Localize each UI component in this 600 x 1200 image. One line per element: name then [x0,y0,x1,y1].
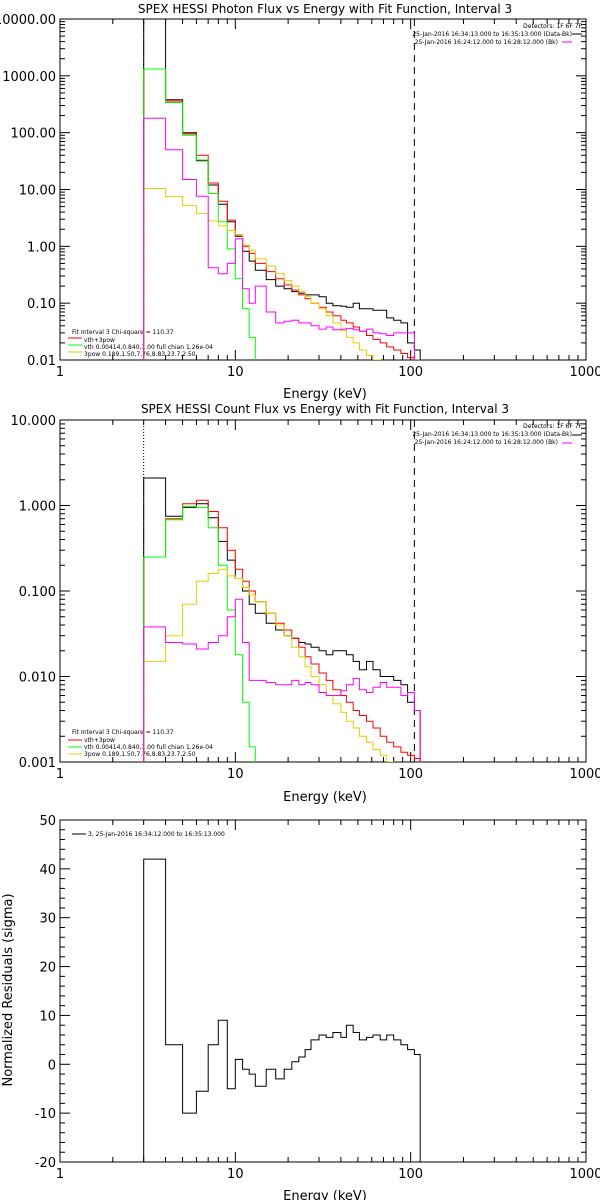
x-tick-label: 100 [398,1167,423,1182]
count-detectors-label: Detectors: 1F 6F 7F [523,423,582,430]
residuals-legend: 3, 25-Jan-2016 16:34:12.000 to 16:35:13.… [88,831,225,838]
count-flux-xlabel: Energy (keV) [283,790,367,805]
x-tick-label: 10 [227,365,244,380]
y-tick-label: 30 [39,912,56,927]
photon-legend-vth: vth 0.00414,0.840,1.00 full chian 1.26e-… [84,344,213,351]
y-tick-label: -20 [35,1156,56,1171]
y-tick-label: 0.100 [19,585,56,600]
count-legend-vth: vth 0.00414,0.840,1.00 full chian 1.26e-… [84,744,213,751]
y-tick-label: 1.00 [27,240,56,255]
series-3pow [143,568,421,762]
x-tick-label: 1 [56,767,64,782]
y-tick-label: 10.00 [19,184,56,199]
count-legend-vth3pow: vth+3pow [84,737,115,744]
count-flux-title: SPEX HESSI Count Flux vs Energy with Fit… [141,402,509,416]
photon-flux-xlabel: Energy (keV) [283,387,367,402]
x-tick-label: 1000 [569,1167,600,1182]
y-tick-label: 1.000 [19,500,56,515]
plot-frame [59,819,587,1163]
y-tick-label: 0.10 [27,297,56,312]
x-tick-label: 1 [56,1167,64,1182]
photon-flux-panel: SPEX HESSI Photon Flux vs Energy with Fi… [0,2,600,402]
series-3pow [143,188,421,360]
y-tick-label: 20 [39,961,56,976]
series-bk [143,598,421,762]
count-flux-panel: SPEX HESSI Count Flux vs Energy with Fit… [11,402,600,805]
photon-fit-chisq: Fit Interval 3 Chi-square = 110.37 [72,329,174,336]
series-data-bk [143,477,421,762]
photon-legend-bk: 25-Jan-2016 16:24:12.000 to 16:28:12.000… [415,39,558,46]
x-tick-label: 10 [227,1167,244,1182]
y-tick-label: 40 [39,863,56,878]
residuals-panel: Energy (keV) Normalized Residuals (sigma… [1,814,600,1200]
x-tick-label: 1000 [569,767,600,782]
residuals-ylabel: Normalized Residuals (sigma) [1,893,16,1086]
y-tick-label: 0.001 [19,756,56,771]
photon-detectors-label: Detectors: 1F 6F 7F [523,23,582,30]
y-tick-label: 100.00 [11,127,57,142]
series-bk [143,117,421,360]
y-tick-label: -10 [35,1107,56,1122]
series-vth-3pow [143,499,421,762]
photon-legend-databk: 25-Jan-2016 16:34:13.000 to 16:35:13.000… [412,31,572,38]
y-tick-label: 0.01 [27,354,56,369]
y-tick-label: 10000.00 [0,13,56,28]
y-tick-label: 10 [39,1009,56,1024]
y-tick-label: 1000.00 [2,70,56,85]
count-legend-databk: 25-Jan-2016 16:34:13.000 to 16:35:13.000… [412,431,572,438]
y-tick-label: 50 [39,814,56,829]
plot-frame [59,419,587,763]
series-vth-3pow [143,68,421,360]
series-3-25-jan-2016-16-34-12-000-to-16-35-13-000 [143,858,421,1162]
series-vth [143,68,262,360]
x-tick-label: 100 [398,767,423,782]
y-tick-label: 0.010 [19,671,56,686]
photon-legend-3pow: 3pow 0.189,1.50,7.76,8.83,23.7,2.50 [84,351,196,358]
count-legend-bk: 25-Jan-2016 16:24:12.000 to 16:28:12.000… [415,439,558,446]
y-tick-label: 10.000 [11,414,57,429]
count-legend-3pow: 3pow 0.189,1.50,7.76,8.83,23.7,2.50 [84,751,196,758]
x-tick-label: 1 [56,365,64,380]
x-tick-label: 10 [227,767,244,782]
x-tick-label: 1000 [569,365,600,380]
residuals-xlabel: Energy (keV) [283,1189,367,1200]
photon-legend-vth3pow: vth+3pow [84,337,115,344]
series-data-bk [143,19,421,360]
y-tick-label: 0 [48,1058,56,1073]
series-vth [143,505,262,762]
x-tick-label: 100 [398,365,423,380]
photon-flux-title: SPEX HESSI Photon Flux vs Energy with Fi… [138,2,512,16]
count-fit-chisq: Fit Interval 3 Chi-square = 110.37 [72,729,174,736]
